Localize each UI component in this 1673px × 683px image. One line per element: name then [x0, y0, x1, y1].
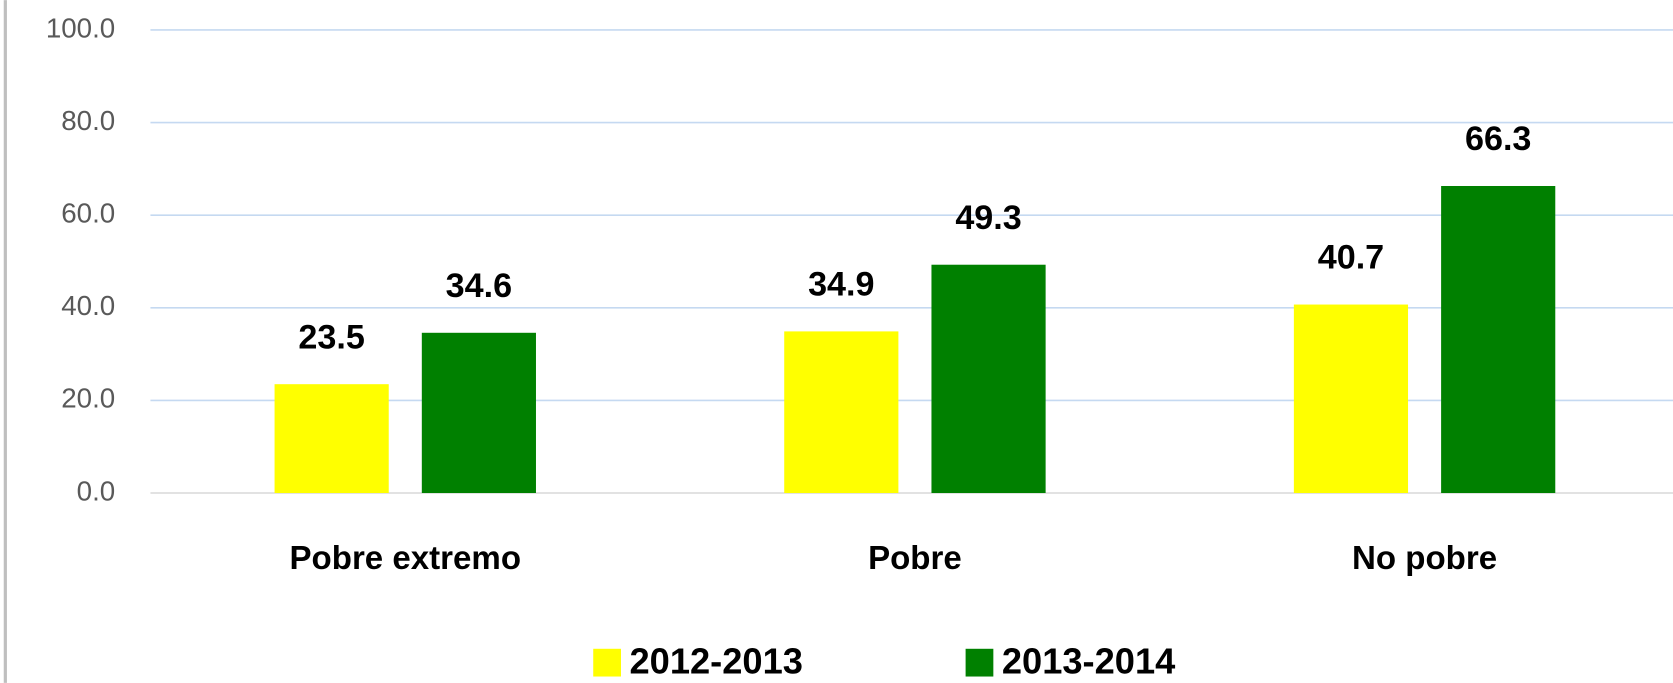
bar: [1293, 304, 1409, 494]
y-tick-label: 40.0: [61, 290, 115, 321]
legend-label: 2012-2013: [630, 640, 803, 681]
x-tick-label: Pobre: [868, 540, 962, 577]
y-tick-label: 100.0: [46, 12, 115, 43]
data-label: 49.3: [955, 199, 1021, 237]
bar: [421, 332, 536, 494]
bar: [931, 264, 1046, 494]
bar: [1441, 185, 1556, 494]
data-label: 40.7: [1318, 239, 1384, 277]
data-label: 34.6: [446, 267, 512, 305]
legend-swatch: [593, 648, 621, 677]
bar: [784, 331, 899, 494]
y-tick-label: 0.0: [77, 475, 116, 506]
bar: [274, 384, 389, 494]
y-tick-label: 60.0: [61, 197, 115, 228]
y-tick-label: 80.0: [61, 105, 115, 136]
y-tick-label: 20.0: [61, 383, 115, 414]
x-tick-label: Pobre extremo: [290, 540, 522, 577]
legend-swatch: [965, 648, 994, 677]
data-label: 34.9: [808, 266, 874, 304]
data-label: 23.5: [298, 318, 364, 356]
x-tick-label: No pobre: [1352, 540, 1497, 577]
data-label: 66.3: [1465, 120, 1531, 158]
legend-label: 2013-2014: [1002, 640, 1175, 681]
